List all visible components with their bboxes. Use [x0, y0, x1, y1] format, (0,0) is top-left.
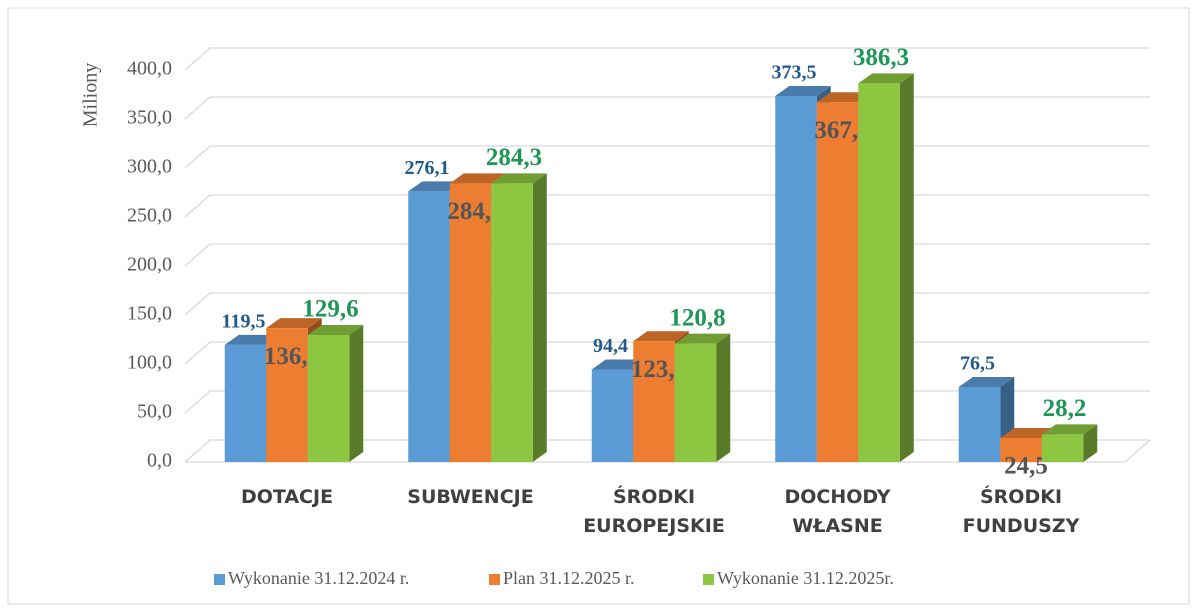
y-tick-label: 350,0 — [127, 107, 172, 129]
legend-swatch — [703, 574, 714, 585]
bar — [775, 95, 817, 462]
data-label: 76,5 — [960, 353, 995, 375]
y-tick-label: 50,0 — [137, 401, 172, 423]
bar-top — [266, 318, 322, 329]
y-tick-label: 250,0 — [127, 205, 172, 227]
y-tick-label: 400,0 — [127, 58, 172, 80]
x-tick-label: SUBWENCJE — [407, 486, 533, 508]
grid-line — [184, 47, 1150, 71]
y-tick-label: 150,0 — [127, 303, 172, 325]
data-label: 276,1 — [405, 157, 450, 179]
data-label: 120,8 — [669, 304, 725, 331]
bar-top — [449, 173, 506, 184]
bar-side — [899, 73, 914, 463]
bar-top — [633, 331, 689, 342]
bar-top — [491, 173, 547, 184]
legend-label: Wykonanie 31.12.2025r. — [717, 568, 894, 588]
y-axis-title: Miliony — [80, 63, 102, 127]
x-tick-label: DOCHODY WŁASNE — [784, 486, 890, 537]
data-label: 119,5 — [222, 310, 266, 332]
data-label: 24,5 — [1004, 453, 1048, 480]
x-tick-label: ŚRODKI FUNDUSZY — [963, 484, 1080, 537]
y-tick-label: 0,0 — [147, 450, 172, 472]
y-tick-label: 100,0 — [127, 352, 172, 374]
data-label: 284,3 — [486, 144, 542, 171]
bar-top — [858, 73, 914, 84]
bar-side — [716, 333, 731, 462]
bar — [674, 343, 717, 462]
bar-side — [349, 324, 364, 462]
bar — [958, 387, 1001, 462]
bar — [633, 341, 675, 462]
bar — [491, 183, 533, 463]
x-tick-label: DOTACJE — [241, 486, 333, 508]
data-label: 94,4 — [593, 335, 628, 357]
bar-top — [775, 85, 831, 96]
bar — [1000, 437, 1042, 462]
bar-side — [532, 173, 547, 463]
bar — [858, 83, 900, 463]
bar-top — [307, 324, 364, 335]
chart-border — [7, 7, 1190, 605]
legend-label: Plan 31.12.2025 r. — [503, 568, 635, 588]
legend-swatch — [214, 574, 225, 585]
y-tick-label: 300,0 — [127, 156, 172, 178]
bar-top — [958, 377, 1015, 388]
bar — [408, 191, 450, 462]
data-label: 373,5 — [772, 62, 817, 84]
bar — [591, 369, 634, 462]
legend-swatch — [489, 574, 500, 585]
bar-top — [674, 333, 731, 344]
y-tick-label: 200,0 — [127, 254, 172, 276]
bar — [1041, 434, 1084, 462]
bar-side — [1083, 424, 1098, 462]
bar — [307, 334, 350, 462]
legend-label: Wykonanie 31.12.2024 r. — [228, 568, 409, 588]
bar — [816, 102, 859, 462]
data-label: 28,2 — [1043, 395, 1087, 422]
bar — [449, 183, 492, 463]
bar — [266, 328, 308, 462]
bar-top — [1041, 424, 1098, 435]
data-label: 129,6 — [302, 296, 358, 323]
bar — [224, 344, 267, 462]
x-tick-label: ŚRODKI EUROPEJSKIE — [583, 484, 725, 537]
data-label: 386,3 — [853, 44, 909, 71]
